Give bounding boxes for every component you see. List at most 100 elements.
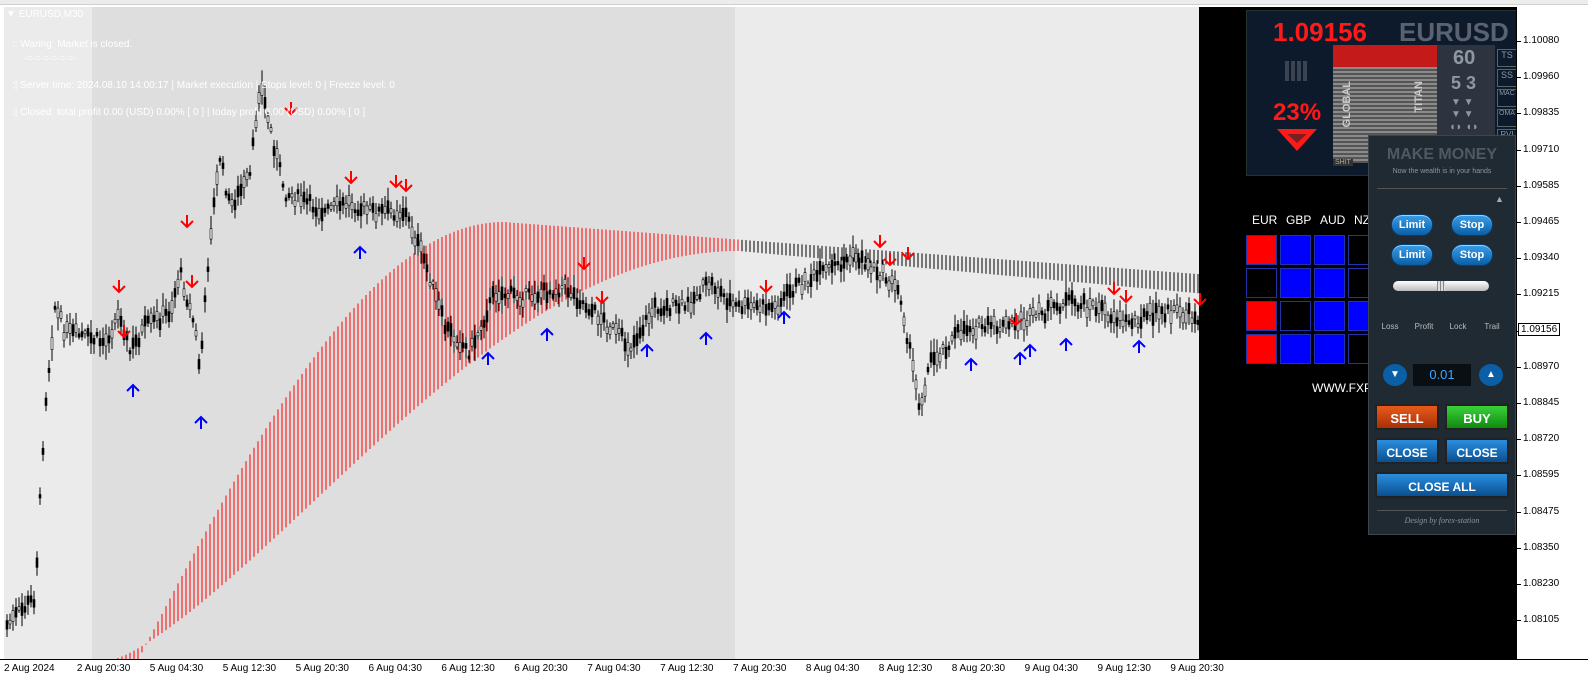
candle-body: [395, 210, 399, 222]
tab-loss[interactable]: Loss: [1381, 322, 1399, 331]
candle-body: [611, 323, 615, 328]
candle-body: [1193, 311, 1197, 325]
close-all-button[interactable]: CLOSE ALL: [1375, 472, 1509, 498]
candle-body: [380, 204, 384, 214]
down-triangle-icon: [1277, 129, 1317, 151]
candle-body: [149, 312, 153, 324]
candle-body: [905, 338, 909, 344]
candle-body: [86, 328, 90, 337]
candle-body: [626, 342, 630, 356]
candle-body: [1139, 316, 1143, 329]
candle-body: [581, 300, 585, 305]
lot-increase-icon[interactable]: ▲: [1479, 364, 1503, 386]
candle-body: [1088, 298, 1092, 310]
candle-body: [242, 176, 246, 188]
sell-button[interactable]: SELL: [1375, 404, 1439, 430]
close-buy-button[interactable]: CLOSE: [1445, 438, 1509, 464]
side-tab-ts[interactable]: TS: [1497, 49, 1517, 67]
candle-body: [1112, 311, 1116, 323]
panel-title: MAKE MONEY: [1386, 146, 1498, 163]
down-arrow-icon: [344, 171, 358, 185]
buy-button[interactable]: BUY: [1445, 404, 1509, 430]
candle-body: [215, 171, 219, 185]
candle-body: [245, 171, 249, 181]
chart-title[interactable]: ▼ EURUSD,M30: [6, 9, 83, 20]
candle-body: [44, 397, 48, 406]
candle-body: [662, 305, 666, 316]
slider-handle[interactable]: [1437, 281, 1445, 291]
close-sell-button[interactable]: CLOSE: [1375, 438, 1439, 464]
up-arrow-icon: [126, 383, 140, 397]
candle-body: [614, 323, 618, 335]
candle-body: [902, 316, 906, 326]
candle-body: [404, 207, 408, 218]
time-tick-label: 5 Aug 04:30: [149, 663, 204, 674]
stop-button-2[interactable]: Stop: [1451, 244, 1493, 266]
candle-body: [1031, 307, 1035, 316]
down-arrow-icon: [1009, 313, 1023, 327]
candle-body: [1121, 319, 1125, 328]
tab-profit[interactable]: Profit: [1414, 322, 1434, 331]
chart-area[interactable]: ▼ EURUSD,M30 :: Waring: Market is closed…: [4, 7, 1518, 659]
candle-body: [143, 315, 147, 327]
candle-body: [959, 330, 963, 341]
candle-body: [281, 183, 285, 188]
stop-button-1[interactable]: Stop: [1451, 214, 1493, 236]
candle-body: [38, 494, 42, 499]
candle-body: [140, 324, 144, 333]
price-tick: [1517, 113, 1521, 115]
lot-input[interactable]: 0.01: [1413, 364, 1471, 386]
candle-body: [923, 384, 927, 397]
candle-body: [179, 267, 183, 273]
price-tick: [1517, 366, 1521, 368]
price-axis[interactable]: 1.10080 1.09960 1.09835 1.09710 1.09585 1.094…: [1516, 7, 1588, 659]
candle-body: [293, 199, 297, 207]
price-tick: [1517, 294, 1521, 296]
candle-body: [1160, 306, 1164, 314]
current-price-tag: 1.09156: [1518, 323, 1561, 336]
candle-body: [1052, 301, 1056, 309]
limit-button-2[interactable]: Limit: [1391, 244, 1433, 266]
candle-body: [656, 309, 660, 314]
candle-body: [1169, 310, 1173, 324]
candle-body: [476, 332, 480, 337]
side-tab-mac[interactable]: MAC: [1497, 89, 1517, 107]
candle-body: [35, 557, 39, 568]
down-arrow-icon: [389, 175, 403, 189]
candle-body: [68, 323, 72, 334]
side-tab-oma[interactable]: OMA: [1497, 109, 1517, 127]
side-tab-ss[interactable]: SS: [1497, 69, 1517, 87]
chart-title-text: EURUSD,M30: [18, 9, 84, 20]
candle-body: [608, 326, 612, 335]
candle-body: [440, 305, 444, 317]
candle-body: [1157, 305, 1161, 320]
time-axis[interactable]: 2 Aug 2024 2 Aug 20:30 5 Aug 04:30 5 Aug 12…: [0, 659, 1588, 690]
candle-body: [173, 288, 177, 298]
chart-canvas[interactable]: [4, 7, 1516, 659]
tab-lock[interactable]: Lock: [1449, 322, 1467, 331]
caret-up-icon[interactable]: ▲: [1495, 194, 1504, 204]
candle-body: [446, 321, 450, 332]
candle-body: [881, 263, 885, 273]
candle-body: [1076, 305, 1080, 312]
up-arrow-icon: [777, 310, 791, 324]
tab-trail[interactable]: Trail: [1484, 322, 1500, 331]
candle-body: [134, 334, 138, 347]
candle-body: [929, 352, 933, 363]
candle-body: [830, 259, 834, 273]
arrow-head: [284, 107, 298, 116]
price-tick-label: 1.08230: [1523, 578, 1560, 589]
candle-body: [545, 291, 549, 303]
candle-body: [815, 270, 819, 282]
candle-body: [89, 332, 93, 344]
candle-body: [443, 324, 447, 334]
candle-body: [734, 302, 738, 307]
limit-button-1[interactable]: Limit: [1391, 214, 1433, 236]
currency-cell: [1280, 301, 1311, 331]
slider-track[interactable]: [1393, 281, 1489, 291]
candle-body: [536, 291, 540, 303]
down-arrow-icon: [284, 102, 298, 116]
lot-decrease-icon[interactable]: ▼: [1383, 364, 1407, 386]
candle-body: [788, 284, 792, 299]
